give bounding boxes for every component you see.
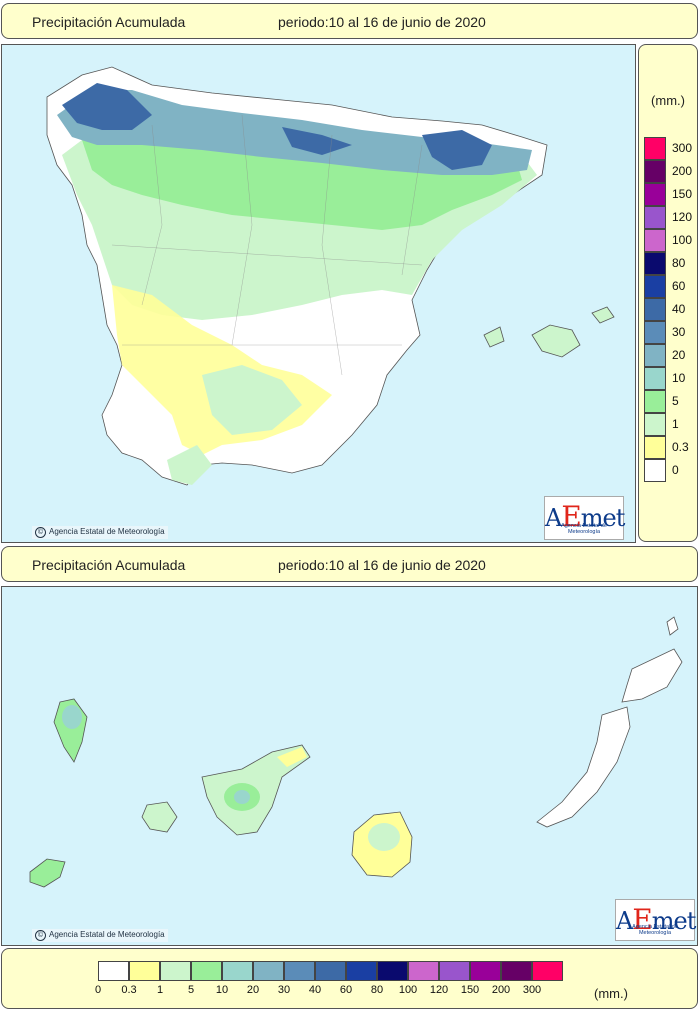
legend-swatch-1 [644,413,666,436]
canary-aemet-logo: AEmet Agencia Estatal de Meteorología [615,899,696,941]
top-title-bar: Precipitación Acumulada periodo:10 al 16… [1,3,698,39]
legend-label-60: 60 [672,279,686,293]
bottom-legend-label-5: 5 [187,984,195,996]
tenerife-20mm [234,790,250,804]
bottom-legend-label-0: 0 [94,984,102,996]
bottom-legend-swatch-80 [377,961,408,981]
bottom-legend-units: (mm.) [594,986,628,1001]
bottom-legend-label-120: 120 [429,984,449,996]
lanzarote-island [621,648,683,703]
precip-zone-1mm-south [167,365,302,485]
balearic-islands [483,306,615,358]
bottom-legend-swatch-5 [191,961,222,981]
legend-swatch-5 [644,390,666,413]
legend-swatch-40 [644,298,666,321]
bottom-legend-label-0.3: 0.3 [121,984,137,996]
bottom-legend-label-60: 60 [339,984,353,996]
legend-swatch-80 [644,252,666,275]
legend-label-80: 80 [672,256,686,270]
legend-label-0: 0 [672,463,679,477]
bottom-legend-label-200: 200 [491,984,511,996]
aemet-logo: AEmet Agencia Estatal de Meteorología [544,496,625,540]
la-gomera-island [141,801,178,833]
legend-swatch-0.3 [644,436,666,459]
legend-swatch-10 [644,367,666,390]
legend-label-120: 120 [672,210,693,224]
legend-units: (mm.) [651,93,685,108]
bottom-legend-label-100: 100 [398,984,418,996]
el-hierro-island [29,858,66,888]
graciosa-island [666,616,679,636]
bottom-legend-swatch-10 [222,961,253,981]
canary-copyright-credit: © Agencia Estatal de Meteorología [32,929,168,942]
legend-label-10: 10 [672,371,686,385]
peninsula-map-svg [46,66,615,486]
legend-swatch-200 [644,160,666,183]
legend-label-5: 5 [672,394,679,408]
canary-map-svg [29,616,683,888]
bottom-legend-label-20: 20 [246,984,260,996]
map-title: Precipitación Acumulada [32,14,186,30]
legend-label-0.3: 0.3 [672,440,689,454]
bottom-legend-swatch-300 [532,961,563,981]
legend-label-300: 300 [672,141,693,155]
precip-zone-40mm [62,83,492,170]
tenerife-05mm [277,747,307,767]
legend-label-40: 40 [672,302,686,316]
bottom-legend-swatch-120 [439,961,470,981]
peninsula-map: © Agencia Estatal de Meteorología AEmet A… [1,44,636,543]
legend-swatch-120 [644,206,666,229]
canary-map-period: periodo:10 al 16 de junio de 2020 [278,557,486,573]
bottom-legend-label-1: 1 [156,984,164,996]
bottom-legend-swatch-60 [346,961,377,981]
legend-swatch-150 [644,183,666,206]
la-palma-10mm [62,705,82,729]
bottom-legend-swatch-0 [98,961,129,981]
bottom-legend-swatch-1 [160,961,191,981]
legend-label-100: 100 [672,233,693,247]
legend-swatch-0 [644,459,666,482]
bottom-legend: 0 0.3 1 5 10 20 30 40 60 80 100 120 150 200 300 (mm.) [1,948,698,1009]
legend-label-30: 30 [672,325,686,339]
fuerteventura-island [536,706,631,828]
legend-label-20: 20 [672,348,686,362]
canary-title-bar: Precipitación Acumulada periodo:10 al 16… [1,546,698,582]
bottom-legend-label-300: 300 [522,984,542,996]
bottom-legend-swatch-200 [501,961,532,981]
map-period: periodo:10 al 16 de junio de 2020 [278,14,486,30]
side-legend: (mm.) 300 200 150 120 100 80 60 40 30 20 10 5 1 0.3 0 [638,44,698,542]
bottom-legend-label-80: 80 [370,984,384,996]
bottom-legend-swatch-20 [253,961,284,981]
legend-swatch-20 [644,344,666,367]
legend-swatch-100 [644,229,666,252]
legend-swatch-30 [644,321,666,344]
precip-zone-10mm [82,125,522,230]
bottom-legend-swatch-0.3 [129,961,160,981]
bottom-legend-label-10: 10 [215,984,229,996]
bottom-legend-swatch-100 [408,961,439,981]
bottom-legend-label-40: 40 [308,984,322,996]
bottom-legend-swatch-150 [470,961,501,981]
legend-label-1: 1 [672,417,679,431]
legend-swatch-300 [644,137,666,160]
legend-label-200: 200 [672,164,693,178]
bottom-legend-label-150: 150 [460,984,480,996]
bottom-legend-label-30: 30 [277,984,291,996]
gran-canaria-1mm [368,823,400,851]
legend-label-150: 150 [672,187,693,201]
canary-islands-map: © Agencia Estatal de Meteorología AEmet A… [1,586,698,946]
bottom-legend-swatch-30 [284,961,315,981]
region-borders [111,114,423,376]
bottom-legend-swatch-40 [315,961,346,981]
canary-map-title: Precipitación Acumulada [32,557,186,573]
copyright-credit: © Agencia Estatal de Meteorología [32,526,168,539]
legend-swatch-60 [644,275,666,298]
